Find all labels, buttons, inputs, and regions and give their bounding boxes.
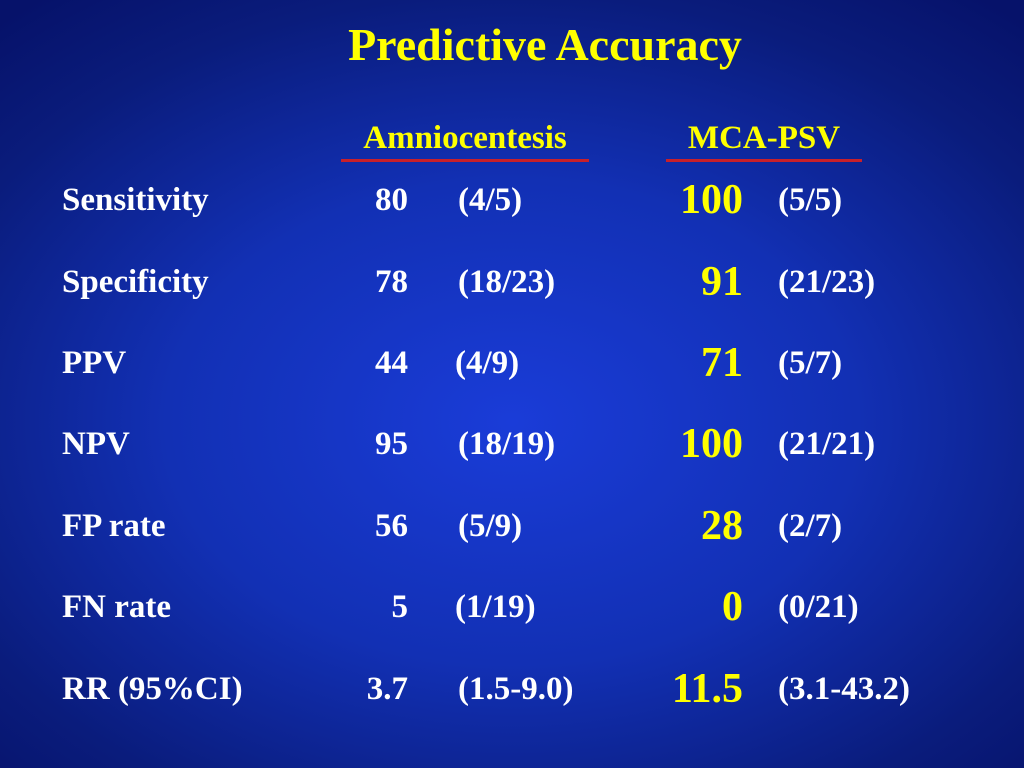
row-label: FP rate (62, 508, 166, 544)
row-label: PPV (62, 345, 127, 381)
row-label: FN rate (62, 589, 172, 625)
table-row-fn-rate: FN rate 5 (1/19) 0 (0/21) (0, 582, 1024, 632)
slide-title: Predictive Accuracy (348, 19, 742, 70)
amniocentesis-ratio: (1/19) (455, 589, 536, 625)
amniocentesis-ratio: (1.5-9.0) (458, 671, 574, 707)
amniocentesis-value: 56 (375, 508, 408, 544)
mca-psv-value: 28 (701, 503, 743, 549)
amniocentesis-ratio: (4/9) (455, 345, 520, 381)
row-label: NPV (62, 426, 130, 462)
amniocentesis-value: 95 (375, 426, 408, 462)
amniocentesis-value: 78 (375, 264, 408, 300)
mca-psv-ratio: (5/5) (778, 182, 843, 218)
mca-psv-ratio: (0/21) (778, 589, 859, 625)
column-header-mca-psv: MCA-PSV (666, 122, 862, 162)
mca-psv-ratio: (2/7) (778, 508, 843, 544)
column-header-amniocentesis: Amniocentesis (341, 122, 589, 162)
mca-psv-ratio: (3.1-43.2) (778, 671, 910, 707)
amniocentesis-ratio: (4/5) (458, 182, 523, 218)
table-row-rr-ci: RR (95%CI) 3.7 (1.5-9.0) 11.5 (3.1-43.2) (0, 664, 1024, 714)
mca-psv-ratio: (21/23) (778, 264, 876, 300)
amniocentesis-value: 5 (391, 589, 409, 625)
table-row-sensitivity: Sensitivity 80 (4/5) 100 (5/5) (0, 175, 1024, 225)
amniocentesis-value: 44 (375, 345, 408, 381)
amniocentesis-value: 3.7 (366, 671, 408, 707)
amniocentesis-ratio: (18/23) (458, 264, 556, 300)
table-row-fp-rate: FP rate 56 (5/9) 28 (2/7) (0, 501, 1024, 551)
row-label: RR (95%CI) (62, 671, 243, 707)
mca-psv-value: 0 (722, 584, 743, 630)
table-row-npv: NPV 95 (18/19) 100 (21/21) (0, 419, 1024, 469)
mca-psv-value: 100 (680, 177, 743, 223)
mca-psv-value: 100 (680, 421, 743, 467)
mca-psv-value: 71 (701, 340, 743, 386)
mca-psv-ratio: (21/21) (778, 426, 876, 462)
mca-psv-value: 91 (701, 259, 743, 305)
amniocentesis-value: 80 (375, 182, 408, 218)
mca-psv-ratio: (5/7) (778, 345, 843, 381)
mca-psv-value: 11.5 (671, 666, 743, 712)
row-label: Specificity (62, 264, 209, 300)
table-row-ppv: PPV 44 (4/9) 71 (5/7) (0, 338, 1024, 388)
amniocentesis-ratio: (18/19) (458, 426, 556, 462)
table-row-specificity: Specificity 78 (18/23) 91 (21/23) (0, 257, 1024, 307)
row-label: Sensitivity (62, 182, 209, 218)
amniocentesis-ratio: (5/9) (458, 508, 523, 544)
